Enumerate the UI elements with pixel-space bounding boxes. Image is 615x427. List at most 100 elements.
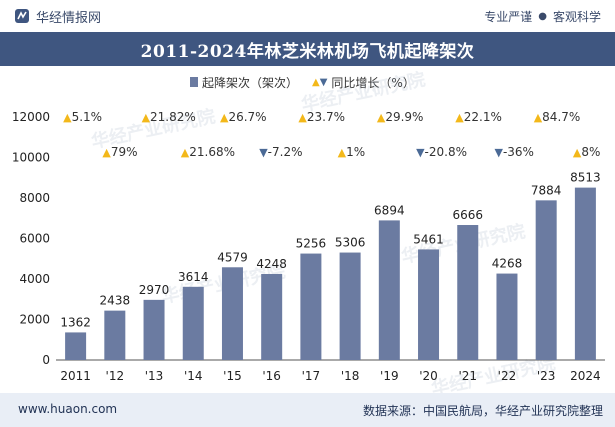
brand-name: 华经情报网 bbox=[36, 10, 102, 26]
top-bar: 华经情报网 专业严谨 ● 客观科学 bbox=[0, 0, 615, 32]
growth-label: 29.9% bbox=[385, 110, 423, 124]
brand: 华经情报网 bbox=[14, 7, 102, 26]
bar bbox=[221, 267, 243, 360]
bar-value-label: 4248 bbox=[256, 257, 287, 271]
x-tick-label: 2024 bbox=[570, 369, 601, 383]
bar bbox=[339, 252, 361, 360]
x-tick-label: 2011 bbox=[60, 369, 91, 383]
legend-item-growth: ▲ ▼ 同比增长（%） bbox=[312, 74, 415, 91]
up-triangle-icon: ▲ bbox=[573, 146, 582, 159]
bar-value-label: 4268 bbox=[492, 257, 523, 271]
up-triangle-icon: ▲ bbox=[102, 146, 111, 159]
growth-label: 8% bbox=[581, 145, 600, 159]
up-triangle-icon: ▲ bbox=[142, 111, 151, 124]
bar-value-label: 1362 bbox=[60, 315, 91, 329]
bar bbox=[496, 273, 518, 360]
growth-label: -7.2% bbox=[268, 145, 303, 159]
legend-triangle-icons: ▲ ▼ bbox=[312, 77, 327, 88]
tagline-1: 专业严谨 bbox=[484, 10, 533, 24]
legend: 起降架次（架次） ▲ ▼ 同比增长（%） bbox=[190, 73, 415, 91]
down-triangle-icon: ▼ bbox=[494, 146, 503, 159]
bar-value-label: 6666 bbox=[452, 208, 483, 222]
tagline-separator: ● bbox=[538, 11, 547, 22]
bar-value-label: 5461 bbox=[413, 232, 444, 246]
up-triangle-icon: ▲ bbox=[455, 111, 464, 124]
bar-value-label: 6894 bbox=[374, 203, 405, 217]
y-tick-label: 10000 bbox=[12, 151, 50, 165]
growth-label: 84.7% bbox=[542, 110, 580, 124]
bar bbox=[378, 220, 400, 360]
growth-label: 5.1% bbox=[72, 110, 103, 124]
bar bbox=[182, 286, 204, 360]
growth-label: 21.68% bbox=[189, 145, 235, 159]
bar bbox=[143, 299, 165, 360]
footer-website[interactable]: www.huaon.com bbox=[18, 402, 118, 416]
x-tick-label: '20 bbox=[419, 369, 438, 383]
tagline-2: 客观科学 bbox=[552, 10, 601, 24]
growth-label: 23.7% bbox=[307, 110, 345, 124]
bar bbox=[574, 187, 596, 360]
growth-label: 79% bbox=[111, 145, 138, 159]
down-triangle-icon: ▼ bbox=[259, 146, 268, 159]
bar bbox=[65, 332, 87, 360]
x-tick-label: '19 bbox=[380, 369, 399, 383]
x-tick-label: '18 bbox=[341, 369, 360, 383]
y-tick-label: 12000 bbox=[12, 110, 50, 124]
up-triangle-icon: ▲ bbox=[534, 111, 543, 124]
chart-title: 2011-2024年林芝米林机场飞机起降架次 bbox=[140, 41, 475, 62]
y-tick-label: 2000 bbox=[19, 313, 50, 327]
y-tick-label: 8000 bbox=[19, 191, 50, 205]
bar bbox=[535, 200, 557, 360]
bar-value-label: 8513 bbox=[570, 171, 601, 185]
y-tick-label: 4000 bbox=[19, 272, 50, 286]
legend-item-bars: 起降架次（架次） bbox=[190, 74, 298, 91]
x-tick-label: '14 bbox=[184, 369, 203, 383]
up-triangle-icon: ▲ bbox=[181, 146, 190, 159]
up-triangle-icon: ▲ bbox=[220, 111, 229, 124]
bar-value-label: 2438 bbox=[100, 294, 131, 308]
bar bbox=[457, 225, 479, 360]
growth-label: 22.1% bbox=[464, 110, 502, 124]
growth-label: -36% bbox=[503, 145, 534, 159]
up-triangle-icon: ▲ bbox=[338, 146, 347, 159]
down-triangle-icon: ▼ bbox=[416, 146, 425, 159]
growth-label: 21.82% bbox=[150, 110, 196, 124]
bar-value-label: 2970 bbox=[139, 283, 170, 297]
bar-value-label: 5306 bbox=[335, 236, 366, 250]
tagline: 专业严谨 ● 客观科学 bbox=[484, 8, 601, 25]
title-bar: 2011-2024年林芝米林机场飞机起降架次 bbox=[0, 32, 615, 66]
growth-label: 26.7% bbox=[228, 110, 266, 124]
x-tick-label: '23 bbox=[537, 369, 556, 383]
bar bbox=[300, 253, 322, 360]
x-tick-label: '17 bbox=[302, 369, 321, 383]
bar-value-label: 5256 bbox=[296, 237, 327, 251]
x-tick-label: '21 bbox=[458, 369, 477, 383]
up-triangle-icon: ▲ bbox=[312, 76, 320, 88]
bar-value-label: 3614 bbox=[178, 270, 209, 284]
footer: www.huaon.com 数据来源：中国民航局，华经产业研究院整理 bbox=[0, 393, 615, 427]
down-triangle-icon: ▼ bbox=[319, 76, 328, 88]
up-triangle-icon: ▲ bbox=[377, 111, 386, 124]
legend-label-bars: 起降架次（架次） bbox=[202, 75, 299, 90]
x-tick-label: '22 bbox=[498, 369, 517, 383]
x-tick-label: '16 bbox=[262, 369, 281, 383]
bar-value-label: 4579 bbox=[217, 250, 248, 264]
bar bbox=[104, 310, 126, 360]
brand-logo-icon bbox=[15, 9, 29, 23]
bar bbox=[261, 273, 283, 360]
legend-swatch-bar bbox=[190, 77, 198, 87]
bar-value-label: 7884 bbox=[531, 183, 562, 197]
x-tick-label: '13 bbox=[145, 369, 164, 383]
bar bbox=[418, 249, 440, 360]
growth-label: -20.8% bbox=[425, 145, 467, 159]
footer-source: 数据来源：中国民航局，华经产业研究院整理 bbox=[362, 404, 603, 418]
y-tick-label: 6000 bbox=[19, 232, 50, 246]
up-triangle-icon: ▲ bbox=[298, 111, 307, 124]
x-tick-label: '15 bbox=[223, 369, 242, 383]
growth-label: 1% bbox=[346, 145, 365, 159]
up-triangle-icon: ▲ bbox=[63, 111, 72, 124]
y-tick-label: 0 bbox=[42, 353, 50, 367]
legend-label-growth: 同比增长（%） bbox=[331, 75, 415, 90]
x-tick-label: '12 bbox=[106, 369, 125, 383]
